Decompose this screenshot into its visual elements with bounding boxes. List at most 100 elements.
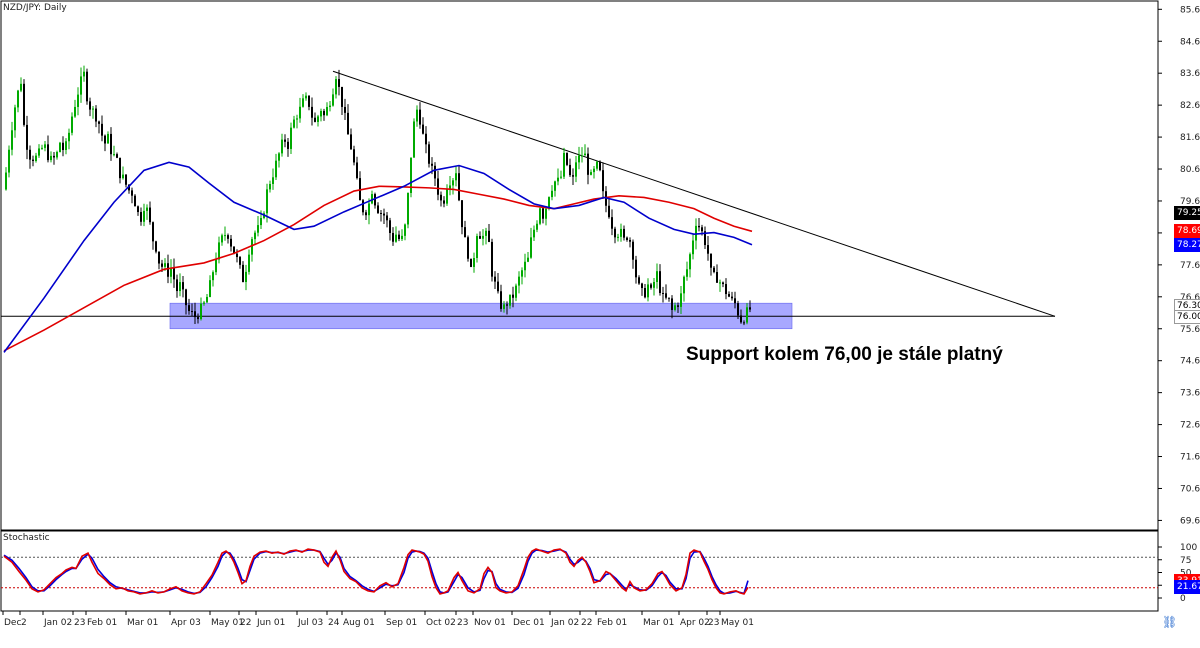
candle-body [611, 217, 613, 229]
candle-body [11, 130, 13, 150]
candle-body [746, 307, 748, 323]
candle-body [98, 121, 100, 124]
candle-body [401, 235, 403, 240]
candle-body [164, 263, 166, 267]
date-tick-label: Jun 01 [256, 618, 285, 628]
candle-body [620, 228, 622, 237]
candle-body [593, 168, 595, 173]
candle-body [704, 231, 706, 246]
candle-body [347, 112, 349, 135]
candle-body [389, 220, 391, 233]
candle-body [617, 236, 619, 238]
candle-body [185, 289, 187, 306]
date-tick-label: 2 [21, 618, 27, 628]
candle-body [56, 151, 58, 158]
candle-body [236, 253, 238, 258]
candle-body [449, 185, 451, 190]
link-icon[interactable]: ⛓ [1162, 615, 1178, 629]
candle-body [17, 90, 19, 108]
candle-body [335, 79, 337, 95]
candle-body [287, 141, 289, 149]
candle-body [614, 228, 616, 238]
date-tick-label: 23 [457, 618, 468, 628]
candle-body [647, 284, 649, 298]
chart-title: NZD/JPY: Daily [3, 3, 67, 13]
candle-body [305, 95, 307, 99]
candle-body [422, 124, 424, 134]
candle-body [59, 142, 61, 152]
candle-body [404, 224, 406, 236]
candle-body [77, 94, 79, 107]
price-tag: 76.00 [1174, 310, 1200, 325]
price-tick-label: 82.64 [1180, 101, 1200, 111]
candle-body [446, 189, 448, 204]
candle-body [293, 119, 295, 128]
candle-body [230, 238, 232, 247]
candle-body [68, 132, 70, 142]
candle-body [290, 127, 292, 149]
candle-body [653, 282, 655, 288]
stoch-k-line [3, 548, 749, 595]
candle-body [476, 236, 478, 259]
candle-body [554, 181, 556, 191]
candle-body [356, 162, 358, 179]
candle-body [209, 280, 211, 297]
candle-body [527, 257, 529, 262]
price-tick-label: 85.64 [1180, 5, 1200, 15]
date-tick-label: Feb 01 [597, 618, 627, 628]
candle-body [23, 83, 25, 125]
price-tick-label: 76.64 [1180, 293, 1200, 303]
candle-body [572, 175, 574, 177]
candle-body [257, 225, 259, 233]
candle-body [674, 305, 676, 310]
price-tag: 79.25 [1174, 206, 1200, 221]
support-annotation: Support kolem 76,00 je stále platný [686, 344, 1003, 365]
candle-body [623, 228, 625, 238]
candle-body [398, 234, 400, 240]
candle-body [596, 161, 598, 169]
candle-body [278, 153, 280, 161]
stoch-tick-label: 0 [1180, 594, 1186, 604]
candle-body [551, 190, 553, 198]
candle-body [737, 303, 739, 316]
candle-body [317, 116, 319, 122]
stochastic-frame [0, 530, 1159, 612]
candle-body [311, 106, 313, 118]
candle-body [299, 106, 301, 119]
date-tick-label: Apr 03 [171, 618, 201, 628]
candle-body [518, 276, 520, 286]
candle-body [188, 305, 190, 312]
candle-body [326, 107, 328, 116]
candle-body [437, 178, 439, 195]
candle-body [158, 251, 160, 264]
candle-body [728, 294, 730, 297]
date-tick-label: Dec 01 [513, 618, 545, 628]
candle-body [482, 235, 484, 239]
candle-body [302, 98, 304, 107]
stoch-tick-label: 100 [1180, 543, 1197, 553]
candle-body [125, 174, 127, 185]
candle-body [503, 304, 505, 309]
candle-body [137, 206, 139, 213]
candle-body [152, 222, 154, 242]
candle-body [110, 133, 112, 155]
candle-body [485, 230, 487, 236]
candle-body [380, 212, 382, 214]
candle-body [521, 270, 523, 277]
price-tick-label: 84.64 [1180, 37, 1200, 47]
candle-body [191, 311, 193, 313]
candle-body [692, 240, 694, 255]
candle-body [590, 172, 592, 175]
candle-body [695, 225, 697, 241]
candle-body [698, 225, 700, 228]
candle-body [635, 259, 637, 278]
candle-body [44, 144, 46, 148]
candle-body [575, 162, 577, 177]
candle-body [731, 296, 733, 299]
candle-body [107, 133, 109, 144]
price-tag: 78.69 [1174, 224, 1200, 239]
candle-body [173, 267, 175, 280]
price-tick-label: 73.64 [1180, 389, 1200, 399]
date-tick-label: Jan 02 [43, 618, 72, 628]
candle-body [83, 71, 85, 77]
